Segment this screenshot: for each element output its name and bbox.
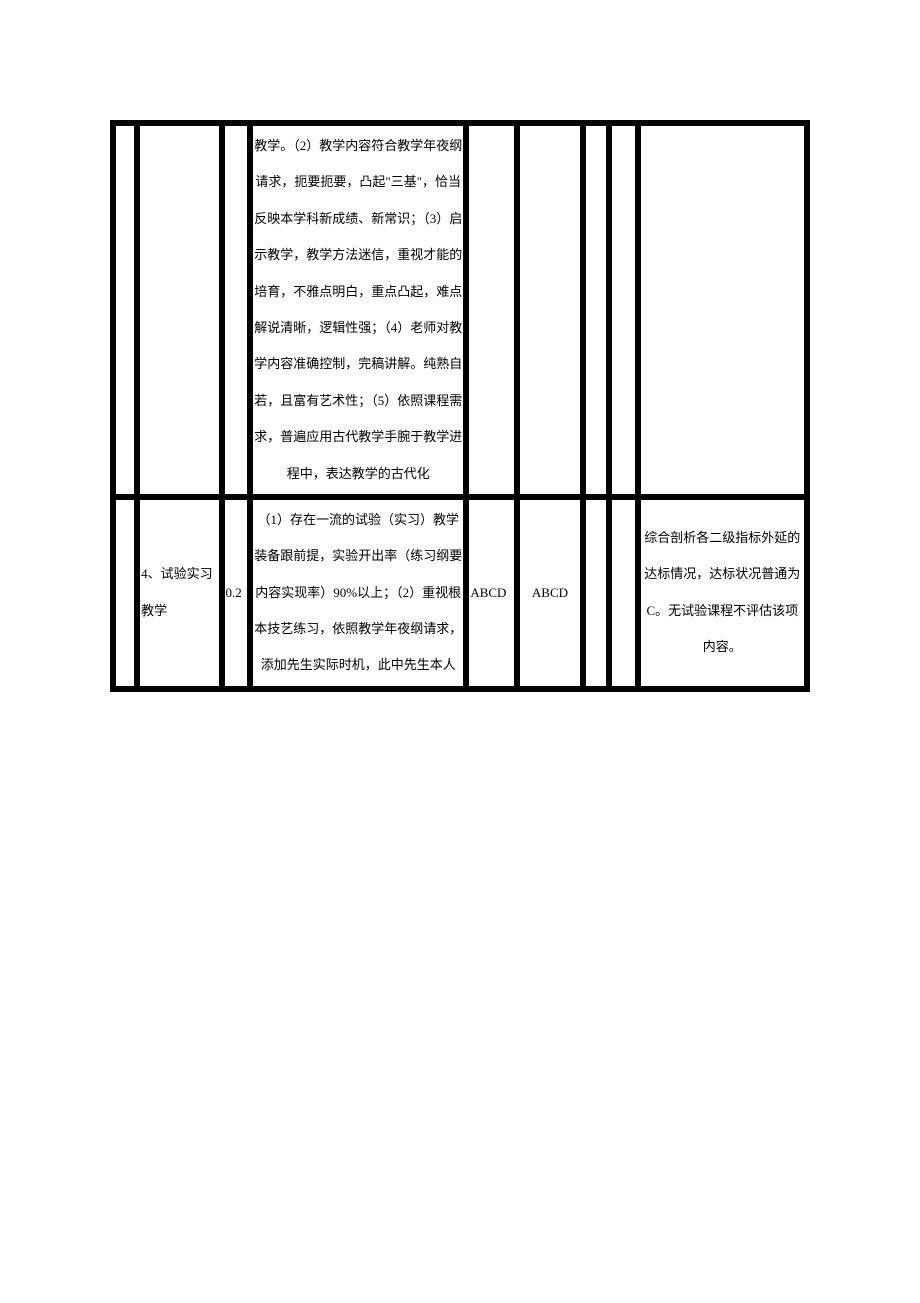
cell-f0 — [519, 125, 580, 495]
cell-h0 — [611, 125, 636, 495]
cell-c0 — [224, 125, 249, 495]
evaluation-table: 教学。（2）教学内容符合教学年夜纲请求，扼要扼要，凸起"三基"，恰当反映本学科新… — [111, 121, 809, 691]
cell-a1 — [115, 499, 135, 687]
evaluation-table-wrapper: 教学。（2）教学内容符合教学年夜纲请求，扼要扼要，凸起"三基"，恰当反映本学科新… — [110, 120, 810, 692]
table-row: 教学。（2）教学内容符合教学年夜纲请求，扼要扼要，凸起"三基"，恰当反映本学科新… — [115, 125, 805, 495]
cell-i1: 综合剖析各二级指标外延的达标情况，达标状况普通为C。无试验课程不评估该项内容。 — [640, 499, 805, 687]
table-body: 教学。（2）教学内容符合教学年夜纲请求，扼要扼要，凸起"三基"，恰当反映本学科新… — [115, 125, 805, 687]
cell-b0 — [139, 125, 219, 495]
cell-i0 — [640, 125, 805, 495]
cell-b1: 4、试验实习教学 — [139, 499, 219, 687]
cell-h1 — [611, 499, 636, 687]
cell-c1: 0.2 — [224, 499, 249, 687]
table-row: 4、试验实习教学 0.2 （1）存在一流的试验（实习）教学装备跟前提，实验开出率… — [115, 499, 805, 687]
cell-g0 — [585, 125, 607, 495]
cell-d1: （1）存在一流的试验（实习）教学装备跟前提，实验开出率（练习纲要内容实现率）90… — [252, 499, 464, 687]
cell-e1: ABCD — [468, 499, 515, 687]
cell-d0: 教学。（2）教学内容符合教学年夜纲请求，扼要扼要，凸起"三基"，恰当反映本学科新… — [252, 125, 464, 495]
cell-a0 — [115, 125, 135, 495]
cell-f1: ABCD — [519, 499, 580, 687]
cell-e0 — [468, 125, 515, 495]
cell-g1 — [585, 499, 607, 687]
